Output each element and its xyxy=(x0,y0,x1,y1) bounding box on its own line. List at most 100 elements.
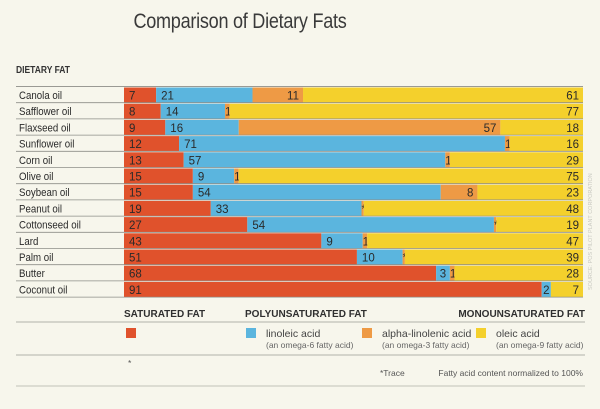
bar-segment-alpha-linolenic-acid xyxy=(504,136,510,152)
bar-segment-saturated-fat xyxy=(124,119,166,136)
bar-segment-oleic-acid xyxy=(303,87,583,103)
bar-row: Soybean oil 15 54 8 23 xyxy=(16,184,583,201)
data-label: 3 xyxy=(440,269,446,281)
data-label: 23 xyxy=(566,188,579,200)
data-label: 57 xyxy=(189,155,202,167)
legend: SATURATED FAT POLYUNSATURATED FAT MONOUNSA… xyxy=(16,309,585,350)
legend-sublabel: (an omega-9 fatty acid) xyxy=(496,340,584,350)
footer-notes: * *Trace Fatty acid content normalized to … xyxy=(16,354,585,387)
bar-segment-saturated-fat xyxy=(124,184,193,200)
bar-segment-oleic-acid xyxy=(363,200,583,217)
data-label: 1 xyxy=(445,155,451,167)
data-label: 19 xyxy=(129,204,142,216)
legend-sublabel: (an omega-3 fatty acid) xyxy=(382,340,470,350)
data-label: 16 xyxy=(170,123,183,135)
category-label: Sunflower oil xyxy=(19,139,74,151)
legend-swatch xyxy=(362,328,372,338)
trace-marker-sample: * xyxy=(128,358,132,368)
bar-row: Peanut oil 19 33 * 48 xyxy=(16,200,583,217)
bar-segment-alpha-linolenic-acid xyxy=(362,233,368,249)
bar-segment-oleic-acid xyxy=(509,136,583,152)
data-label: 8 xyxy=(467,188,473,200)
bar-segment-linoleic-acid xyxy=(165,119,239,136)
data-label: 9 xyxy=(198,172,204,184)
data-label: 68 xyxy=(129,269,142,281)
chart-title: Comparison of Dietary Fats xyxy=(133,10,347,33)
bar-segment-oleic-acid xyxy=(449,152,583,168)
bar-row: Sunflower oil 12 71 1 16 xyxy=(16,136,583,152)
bar-segment-oleic-acid xyxy=(454,265,583,281)
bar-segment-linoleic-acid xyxy=(156,87,253,103)
bar-segment-saturated-fat xyxy=(124,200,211,217)
legend-group-heading: MONOUNSATURATED FAT xyxy=(458,309,585,320)
data-label: 15 xyxy=(129,188,142,200)
bar-segment-linoleic-acid xyxy=(192,168,235,184)
legend-swatch xyxy=(126,328,136,338)
data-label: 91 xyxy=(129,285,142,297)
trace-note: *Trace xyxy=(380,368,405,378)
bar-segment-saturated-fat xyxy=(124,249,357,265)
data-label: 39 xyxy=(566,253,579,265)
data-label: 21 xyxy=(161,91,174,103)
data-label: 12 xyxy=(129,139,142,151)
bar-segment-linoleic-acid xyxy=(247,217,494,233)
legend-item: oleic acid(an omega-9 fatty acid) xyxy=(476,328,584,350)
bar-segment-alpha-linolenic-acid xyxy=(238,119,501,136)
data-label: 33 xyxy=(216,204,229,216)
legend-swatch xyxy=(476,328,486,338)
data-label: 1 xyxy=(505,139,511,151)
data-label: 61 xyxy=(566,91,579,103)
data-label: 54 xyxy=(252,220,265,232)
data-label: 1 xyxy=(363,236,369,248)
legend-swatch xyxy=(246,328,256,338)
bar-segment-alpha-linolenic-acid xyxy=(252,87,304,103)
data-label: 1 xyxy=(234,172,240,184)
bar-segment-linoleic-acid xyxy=(192,184,441,200)
data-label: 18 xyxy=(566,123,579,135)
bar-segment-alpha-linolenic-acid xyxy=(234,168,239,184)
data-label: 7 xyxy=(129,91,135,103)
category-label: Olive oil xyxy=(19,172,53,184)
source-credit: SOURCE: POS PILOT PLANT CORPORATION xyxy=(588,173,594,290)
data-label: 2 xyxy=(543,285,549,297)
bar-row: Palm oil 51 10 * 39 xyxy=(16,249,583,266)
bar-segment-linoleic-acid xyxy=(179,136,505,152)
data-label: 43 xyxy=(129,236,142,248)
bar-row: Corn oil 13 57 1 29 xyxy=(16,152,583,168)
category-label: Coconut oil xyxy=(19,285,67,297)
data-label: 71 xyxy=(184,139,197,151)
bar-row: Butter 68 3 1 28 xyxy=(16,265,583,282)
data-label: 16 xyxy=(566,139,579,151)
data-label: 57 xyxy=(484,123,497,135)
data-label: 28 xyxy=(566,269,579,281)
bar-segment-saturated-fat xyxy=(124,281,542,298)
bar-segment-saturated-fat xyxy=(124,168,193,184)
legend-label: oleic acid xyxy=(496,328,540,340)
normalized-note: Fatty acid content normalized to 100% xyxy=(438,368,583,378)
data-label: 29 xyxy=(566,155,579,167)
bar-segment-oleic-acid xyxy=(229,103,583,119)
data-label: 13 xyxy=(129,155,142,167)
bar-segment-alpha-linolenic-acid xyxy=(361,200,364,217)
data-label: 7 xyxy=(573,285,579,297)
bar-row: Lard 43 9 1 47 xyxy=(16,233,583,249)
bar-segment-linoleic-acid xyxy=(210,200,362,217)
bar-segment-linoleic-acid xyxy=(356,249,403,265)
bar-segment-oleic-acid xyxy=(367,233,583,249)
legend-group-heading: SATURATED FAT xyxy=(124,309,205,320)
data-label: 75 xyxy=(566,172,579,184)
bar-segment-alpha-linolenic-acid xyxy=(224,103,230,119)
data-label: 47 xyxy=(566,236,579,248)
category-label: Palm oil xyxy=(19,253,53,265)
category-label: Peanut oil xyxy=(19,204,62,216)
bar-segment-saturated-fat xyxy=(124,152,184,168)
bar-segment-linoleic-acid xyxy=(436,265,450,281)
bar-row: Safflower oil 8 14 1 77 xyxy=(16,103,583,120)
legend-sublabel: (an omega-6 fatty acid) xyxy=(266,340,354,350)
bar-segment-saturated-fat xyxy=(124,233,322,249)
category-label: Butter xyxy=(19,269,45,281)
legend-item xyxy=(126,328,136,338)
bar-segment-saturated-fat xyxy=(124,136,180,152)
